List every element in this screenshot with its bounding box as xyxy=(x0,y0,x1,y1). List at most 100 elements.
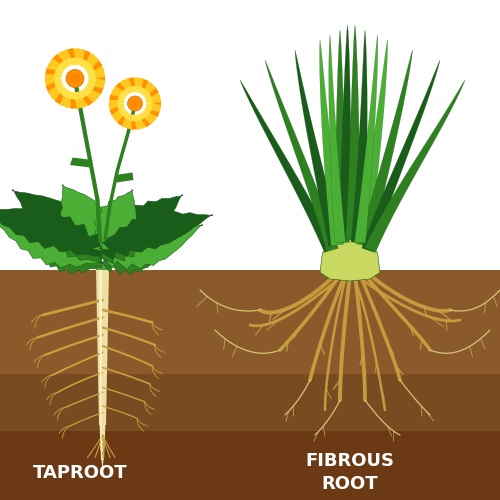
Polygon shape xyxy=(71,48,79,60)
Polygon shape xyxy=(101,220,203,270)
Polygon shape xyxy=(146,110,158,121)
Polygon shape xyxy=(114,82,126,94)
Polygon shape xyxy=(295,50,342,246)
Polygon shape xyxy=(42,200,106,262)
Polygon shape xyxy=(51,54,64,68)
Polygon shape xyxy=(88,72,96,78)
Polygon shape xyxy=(78,49,90,62)
Polygon shape xyxy=(68,58,75,66)
Polygon shape xyxy=(0,208,102,251)
Polygon shape xyxy=(62,90,70,98)
Polygon shape xyxy=(142,89,150,97)
Polygon shape xyxy=(109,95,120,104)
Polygon shape xyxy=(109,103,120,112)
Polygon shape xyxy=(124,112,132,120)
Polygon shape xyxy=(130,114,135,121)
Polygon shape xyxy=(82,51,95,65)
Polygon shape xyxy=(68,92,75,100)
Polygon shape xyxy=(101,233,172,275)
Polygon shape xyxy=(115,172,134,182)
Polygon shape xyxy=(45,74,56,82)
Polygon shape xyxy=(71,98,79,108)
Polygon shape xyxy=(138,78,148,90)
Polygon shape xyxy=(364,80,465,252)
Polygon shape xyxy=(60,49,72,62)
Polygon shape xyxy=(80,90,88,98)
Polygon shape xyxy=(95,262,110,270)
Polygon shape xyxy=(126,78,136,88)
Polygon shape xyxy=(75,92,82,100)
Polygon shape xyxy=(141,80,152,92)
Polygon shape xyxy=(12,190,103,258)
Polygon shape xyxy=(48,86,62,98)
Polygon shape xyxy=(60,184,110,252)
Polygon shape xyxy=(58,86,67,96)
Polygon shape xyxy=(48,58,62,71)
Polygon shape xyxy=(91,82,104,94)
Polygon shape xyxy=(58,62,67,70)
Polygon shape xyxy=(99,410,106,460)
Polygon shape xyxy=(346,25,360,240)
Polygon shape xyxy=(88,78,96,85)
Polygon shape xyxy=(148,106,160,117)
Polygon shape xyxy=(132,120,138,130)
Polygon shape xyxy=(340,25,354,240)
Text: FIBROUS
ROOT: FIBROUS ROOT xyxy=(306,452,394,492)
Polygon shape xyxy=(86,54,99,68)
Polygon shape xyxy=(55,92,68,106)
Polygon shape xyxy=(62,58,70,68)
Polygon shape xyxy=(45,68,57,79)
Bar xyxy=(0,431,500,500)
Polygon shape xyxy=(118,107,126,114)
Polygon shape xyxy=(54,72,62,78)
Polygon shape xyxy=(120,110,128,118)
Polygon shape xyxy=(45,78,57,88)
Bar xyxy=(0,270,500,500)
Polygon shape xyxy=(0,218,102,268)
Polygon shape xyxy=(122,117,132,129)
Polygon shape xyxy=(141,115,152,127)
Bar xyxy=(0,374,500,500)
Polygon shape xyxy=(46,82,59,94)
Polygon shape xyxy=(65,96,76,108)
Polygon shape xyxy=(117,98,124,103)
Polygon shape xyxy=(138,112,145,120)
Polygon shape xyxy=(86,66,95,74)
Polygon shape xyxy=(99,270,102,450)
Polygon shape xyxy=(102,211,212,253)
Circle shape xyxy=(66,70,84,87)
Polygon shape xyxy=(135,86,140,92)
Polygon shape xyxy=(358,50,412,246)
Polygon shape xyxy=(118,80,129,92)
Polygon shape xyxy=(150,103,161,112)
Polygon shape xyxy=(320,238,380,281)
Polygon shape xyxy=(110,90,122,101)
Polygon shape xyxy=(351,30,367,243)
Polygon shape xyxy=(240,80,336,252)
Polygon shape xyxy=(142,110,150,118)
Polygon shape xyxy=(88,58,102,71)
Polygon shape xyxy=(122,78,132,90)
Polygon shape xyxy=(83,86,92,96)
Polygon shape xyxy=(329,35,345,243)
Polygon shape xyxy=(74,48,85,60)
Polygon shape xyxy=(135,114,140,121)
Polygon shape xyxy=(22,230,102,274)
Polygon shape xyxy=(55,66,64,74)
Polygon shape xyxy=(55,83,64,91)
Polygon shape xyxy=(75,58,82,66)
Polygon shape xyxy=(362,60,440,252)
Polygon shape xyxy=(88,86,102,98)
Polygon shape xyxy=(148,90,160,101)
Polygon shape xyxy=(94,190,136,251)
Text: TAPROOT: TAPROOT xyxy=(32,464,128,481)
Polygon shape xyxy=(51,89,64,102)
Polygon shape xyxy=(132,78,138,88)
Polygon shape xyxy=(46,63,59,75)
Polygon shape xyxy=(151,100,161,107)
Polygon shape xyxy=(320,40,344,246)
Polygon shape xyxy=(80,58,88,68)
Polygon shape xyxy=(356,40,388,246)
Polygon shape xyxy=(96,269,109,425)
Polygon shape xyxy=(134,78,143,88)
